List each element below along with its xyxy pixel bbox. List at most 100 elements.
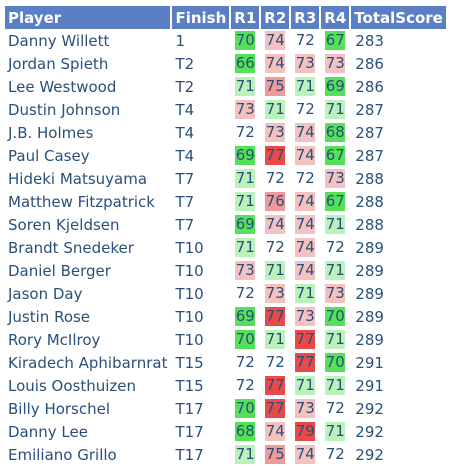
player-name: Hideki Matsuyama [8,169,148,188]
table-row: Louis Oosthuizen T15 72 77 71 71 291 [5,374,446,397]
total-score: 286 [355,77,384,96]
round-2-score: 74 [265,215,286,234]
finish-position: T7 [175,215,195,234]
finish-position: T7 [175,192,195,211]
finish-position: T10 [175,307,204,326]
round-1-score: 72 [235,353,255,371]
total-score: 287 [355,123,384,142]
round-1-score: 66 [235,54,256,73]
round-4-cell: 71 [321,420,349,443]
round-2-cell: 71 [261,259,289,282]
round-4-cell: 71 [321,213,349,236]
table-row: Paul Casey T4 69 77 74 67 287 [5,144,446,167]
total-score: 292 [355,445,384,464]
round-1-score: 72 [235,376,255,394]
total-score: 287 [355,146,384,165]
table-row: Kiradech Aphibarnrat T15 72 72 77 70 291 [5,351,446,374]
round-3-score: 74 [295,238,316,257]
round-4-score: 71 [325,376,346,395]
leaderboard-body: Danny Willett 1 70 74 72 67 283 Jordan Spieth T2… [5,29,446,466]
round-4-cell: 72 [321,236,349,259]
table-row: Danny Lee T17 68 74 79 71 292 [5,420,446,443]
table-row: Lee Westwood T2 71 75 71 69 286 [5,75,446,98]
round-4-score: 71 [325,261,346,280]
table-row: Rory McIlroy T10 70 71 77 71 289 [5,328,446,351]
player-name: Daniel Berger [8,261,111,280]
round-4-score: 72 [325,399,345,417]
round-3-cell: 77 [291,351,319,374]
round-1-cell: 72 [231,121,259,144]
round-4-score: 71 [325,100,346,119]
round-3-score: 74 [295,215,316,234]
round-3-cell: 73 [291,305,319,328]
player-name: Paul Casey [8,146,90,165]
round-1-cell: 70 [231,328,259,351]
round-2-cell: 72 [261,236,289,259]
table-row: Dustin Johnson T4 73 71 72 71 287 [5,98,446,121]
header-total-score: TotalScore [351,6,446,29]
round-3-cell: 72 [291,98,319,121]
round-2-score: 76 [265,192,286,211]
round-1-cell: 71 [231,75,259,98]
round-2-score: 73 [265,284,286,303]
total-score: 289 [355,238,384,257]
round-3-score: 79 [295,422,316,441]
round-2-cell: 71 [261,98,289,121]
round-1-cell: 66 [231,52,259,75]
round-1-cell: 73 [231,259,259,282]
round-1-score: 73 [235,261,256,280]
finish-position: T4 [175,146,195,165]
header-row: Player Finish R1 R2 R3 R4 TotalScore [5,6,446,29]
round-3-score: 71 [295,376,316,395]
finish-position: T2 [175,77,195,96]
header-r1: R1 [231,6,260,29]
round-4-cell: 70 [321,351,349,374]
round-2-cell: 75 [261,443,289,466]
round-4-cell: 69 [321,75,349,98]
round-3-cell: 71 [291,282,319,305]
round-1-cell: 72 [231,351,259,374]
round-2-score: 75 [265,77,286,96]
round-4-cell: 73 [321,282,349,305]
round-1-cell: 71 [231,236,259,259]
finish-position: T17 [175,445,204,464]
round-1-cell: 72 [231,374,259,397]
round-4-cell: 71 [321,98,349,121]
round-1-cell: 71 [231,167,259,190]
round-3-score: 73 [295,307,316,326]
round-3-score: 77 [295,330,316,349]
round-3-cell: 72 [291,167,319,190]
round-4-cell: 73 [321,52,349,75]
total-score: 288 [355,192,384,211]
table-row: J.B. Holmes T4 72 73 74 68 287 [5,121,446,144]
header-r4: R4 [321,6,350,29]
player-name: Billy Horschel [8,399,111,418]
round-2-score: 74 [265,31,286,50]
round-2-cell: 76 [261,190,289,213]
round-3-cell: 74 [291,121,319,144]
round-1-score: 69 [235,307,256,326]
round-1-score: 70 [235,399,256,418]
total-score: 291 [355,376,384,395]
round-3-score: 74 [295,192,316,211]
finish-position: T17 [175,399,204,418]
round-1-cell: 70 [231,397,259,420]
round-1-cell: 69 [231,305,259,328]
round-4-score: 68 [325,123,346,142]
round-1-score: 70 [235,31,256,50]
round-4-score: 72 [325,445,345,463]
header-finish: Finish [172,6,230,29]
round-3-score: 72 [295,31,315,49]
round-2-cell: 75 [261,75,289,98]
round-2-score: 72 [265,238,285,256]
table-row: Daniel Berger T10 73 71 74 71 289 [5,259,446,282]
round-1-score: 73 [235,100,256,119]
round-2-cell: 71 [261,328,289,351]
round-3-score: 73 [295,399,316,418]
table-row: Billy Horschel T17 70 77 73 72 292 [5,397,446,420]
round-4-cell: 71 [321,259,349,282]
round-2-score: 72 [265,353,285,371]
player-name: Danny Lee [8,422,88,441]
round-1-score: 71 [235,169,256,188]
round-4-cell: 67 [321,29,349,52]
